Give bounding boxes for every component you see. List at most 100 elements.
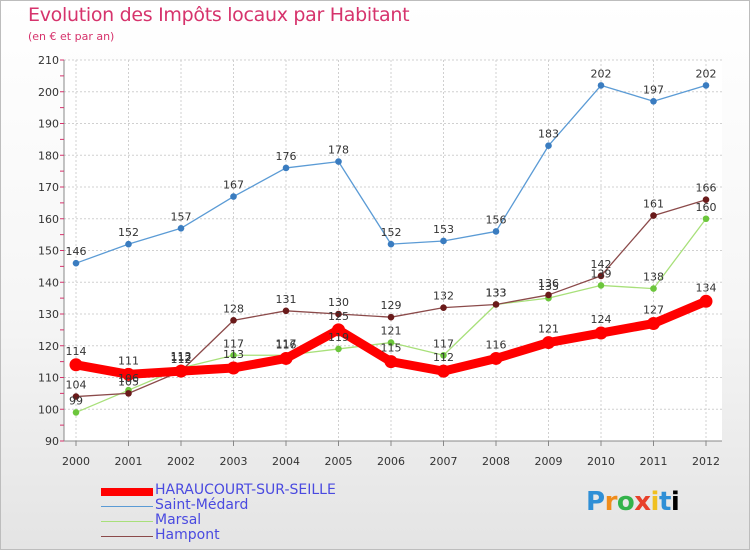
data-label: 133 [486, 286, 507, 299]
x-tick-label: 2010 [587, 455, 615, 468]
legend-swatch-hampont [101, 536, 153, 537]
legend-label-marsal: Marsal [155, 512, 202, 528]
data-point [72, 409, 80, 416]
data-point [332, 323, 345, 337]
data-label: 112 [171, 353, 192, 366]
x-tick-label: 2006 [377, 455, 405, 468]
x-tick-label: 2009 [535, 455, 563, 468]
data-label: 105 [118, 375, 139, 388]
data-point [282, 307, 290, 315]
data-point [282, 164, 290, 172]
data-point [72, 259, 80, 267]
data-point [650, 212, 657, 219]
legend-swatch-marsal [101, 521, 153, 522]
data-point [125, 240, 132, 248]
data-point [699, 294, 713, 308]
data-point [177, 224, 185, 232]
data-label: 136 [538, 277, 559, 290]
y-tick-label: 100 [38, 403, 59, 416]
data-point [542, 336, 555, 350]
data-label: 142 [591, 258, 612, 271]
data-label: 130 [328, 296, 349, 309]
data-label: 167 [223, 179, 244, 192]
data-point [597, 82, 605, 89]
data-label: 153 [433, 223, 454, 236]
data-label: 146 [66, 245, 87, 258]
data-label: 127 [643, 304, 664, 317]
legend-swatch-haraucourt [101, 488, 153, 496]
data-label: 121 [538, 323, 559, 336]
data-label: 125 [328, 310, 349, 323]
data-label: 134 [696, 281, 717, 294]
data-point [702, 82, 710, 89]
data-label: 113 [171, 350, 192, 363]
data-label: 112 [433, 351, 454, 364]
data-label: 197 [643, 83, 664, 96]
data-label: 157 [171, 210, 192, 223]
data-point [650, 285, 657, 292]
data-point [702, 215, 710, 223]
data-point [440, 237, 447, 245]
data-point [594, 326, 608, 340]
data-label: 115 [381, 342, 402, 355]
data-label: 113 [223, 348, 244, 361]
y-tick-label: 200 [38, 86, 59, 99]
y-tick-label: 210 [38, 54, 59, 67]
data-point [545, 142, 552, 150]
data-point [545, 291, 552, 299]
data-point [125, 390, 132, 397]
data-label: 202 [696, 67, 717, 80]
x-tick-label: 2007 [430, 455, 458, 468]
data-point [437, 364, 450, 378]
data-label: 119 [328, 331, 349, 344]
data-point [387, 313, 395, 321]
data-point [174, 364, 188, 378]
data-label: 112 [171, 351, 192, 364]
data-label: 161 [643, 198, 664, 211]
data-point [335, 310, 342, 318]
data-point [647, 317, 660, 331]
data-point [230, 317, 237, 324]
data-point [69, 358, 83, 372]
data-label: 121 [381, 325, 402, 338]
data-point [227, 361, 240, 375]
data-label: 133 [486, 286, 507, 299]
data-point [492, 228, 500, 235]
data-point [650, 97, 657, 105]
data-point [230, 193, 237, 200]
data-point [440, 351, 447, 359]
data-label: 116 [276, 338, 297, 351]
data-label: 152 [381, 226, 402, 239]
data-label: 116 [486, 338, 507, 351]
y-tick-label: 160 [38, 213, 59, 226]
data-point [440, 304, 447, 311]
data-label: 202 [591, 67, 612, 80]
data-point [72, 393, 80, 400]
data-label: 99 [69, 394, 83, 407]
data-label: 124 [591, 313, 612, 326]
data-point [335, 158, 342, 165]
data-label: 129 [381, 299, 402, 312]
data-point [702, 196, 710, 203]
data-label: 117 [276, 337, 297, 350]
data-point [492, 301, 500, 308]
x-tick-label: 2012 [692, 455, 720, 468]
data-label: 104 [66, 379, 87, 392]
chart-subtitle: (en € et par an) [28, 30, 115, 43]
data-point [122, 367, 135, 381]
data-point [387, 240, 395, 248]
data-label: 106 [118, 372, 139, 385]
data-label: 178 [328, 144, 349, 157]
data-point [387, 339, 395, 346]
data-label: 117 [433, 337, 454, 350]
data-point [384, 355, 398, 369]
legend-label-saint-medard: Saint-Médard [155, 497, 249, 513]
chart-title: Evolution des Impôts locaux par Habitant [28, 4, 410, 26]
data-label: 139 [591, 267, 612, 280]
brand-logo: Proxiti [586, 487, 680, 517]
y-tick-label: 180 [38, 149, 59, 162]
data-point [335, 345, 342, 353]
y-tick-label: 150 [38, 245, 59, 258]
data-point [597, 282, 605, 289]
